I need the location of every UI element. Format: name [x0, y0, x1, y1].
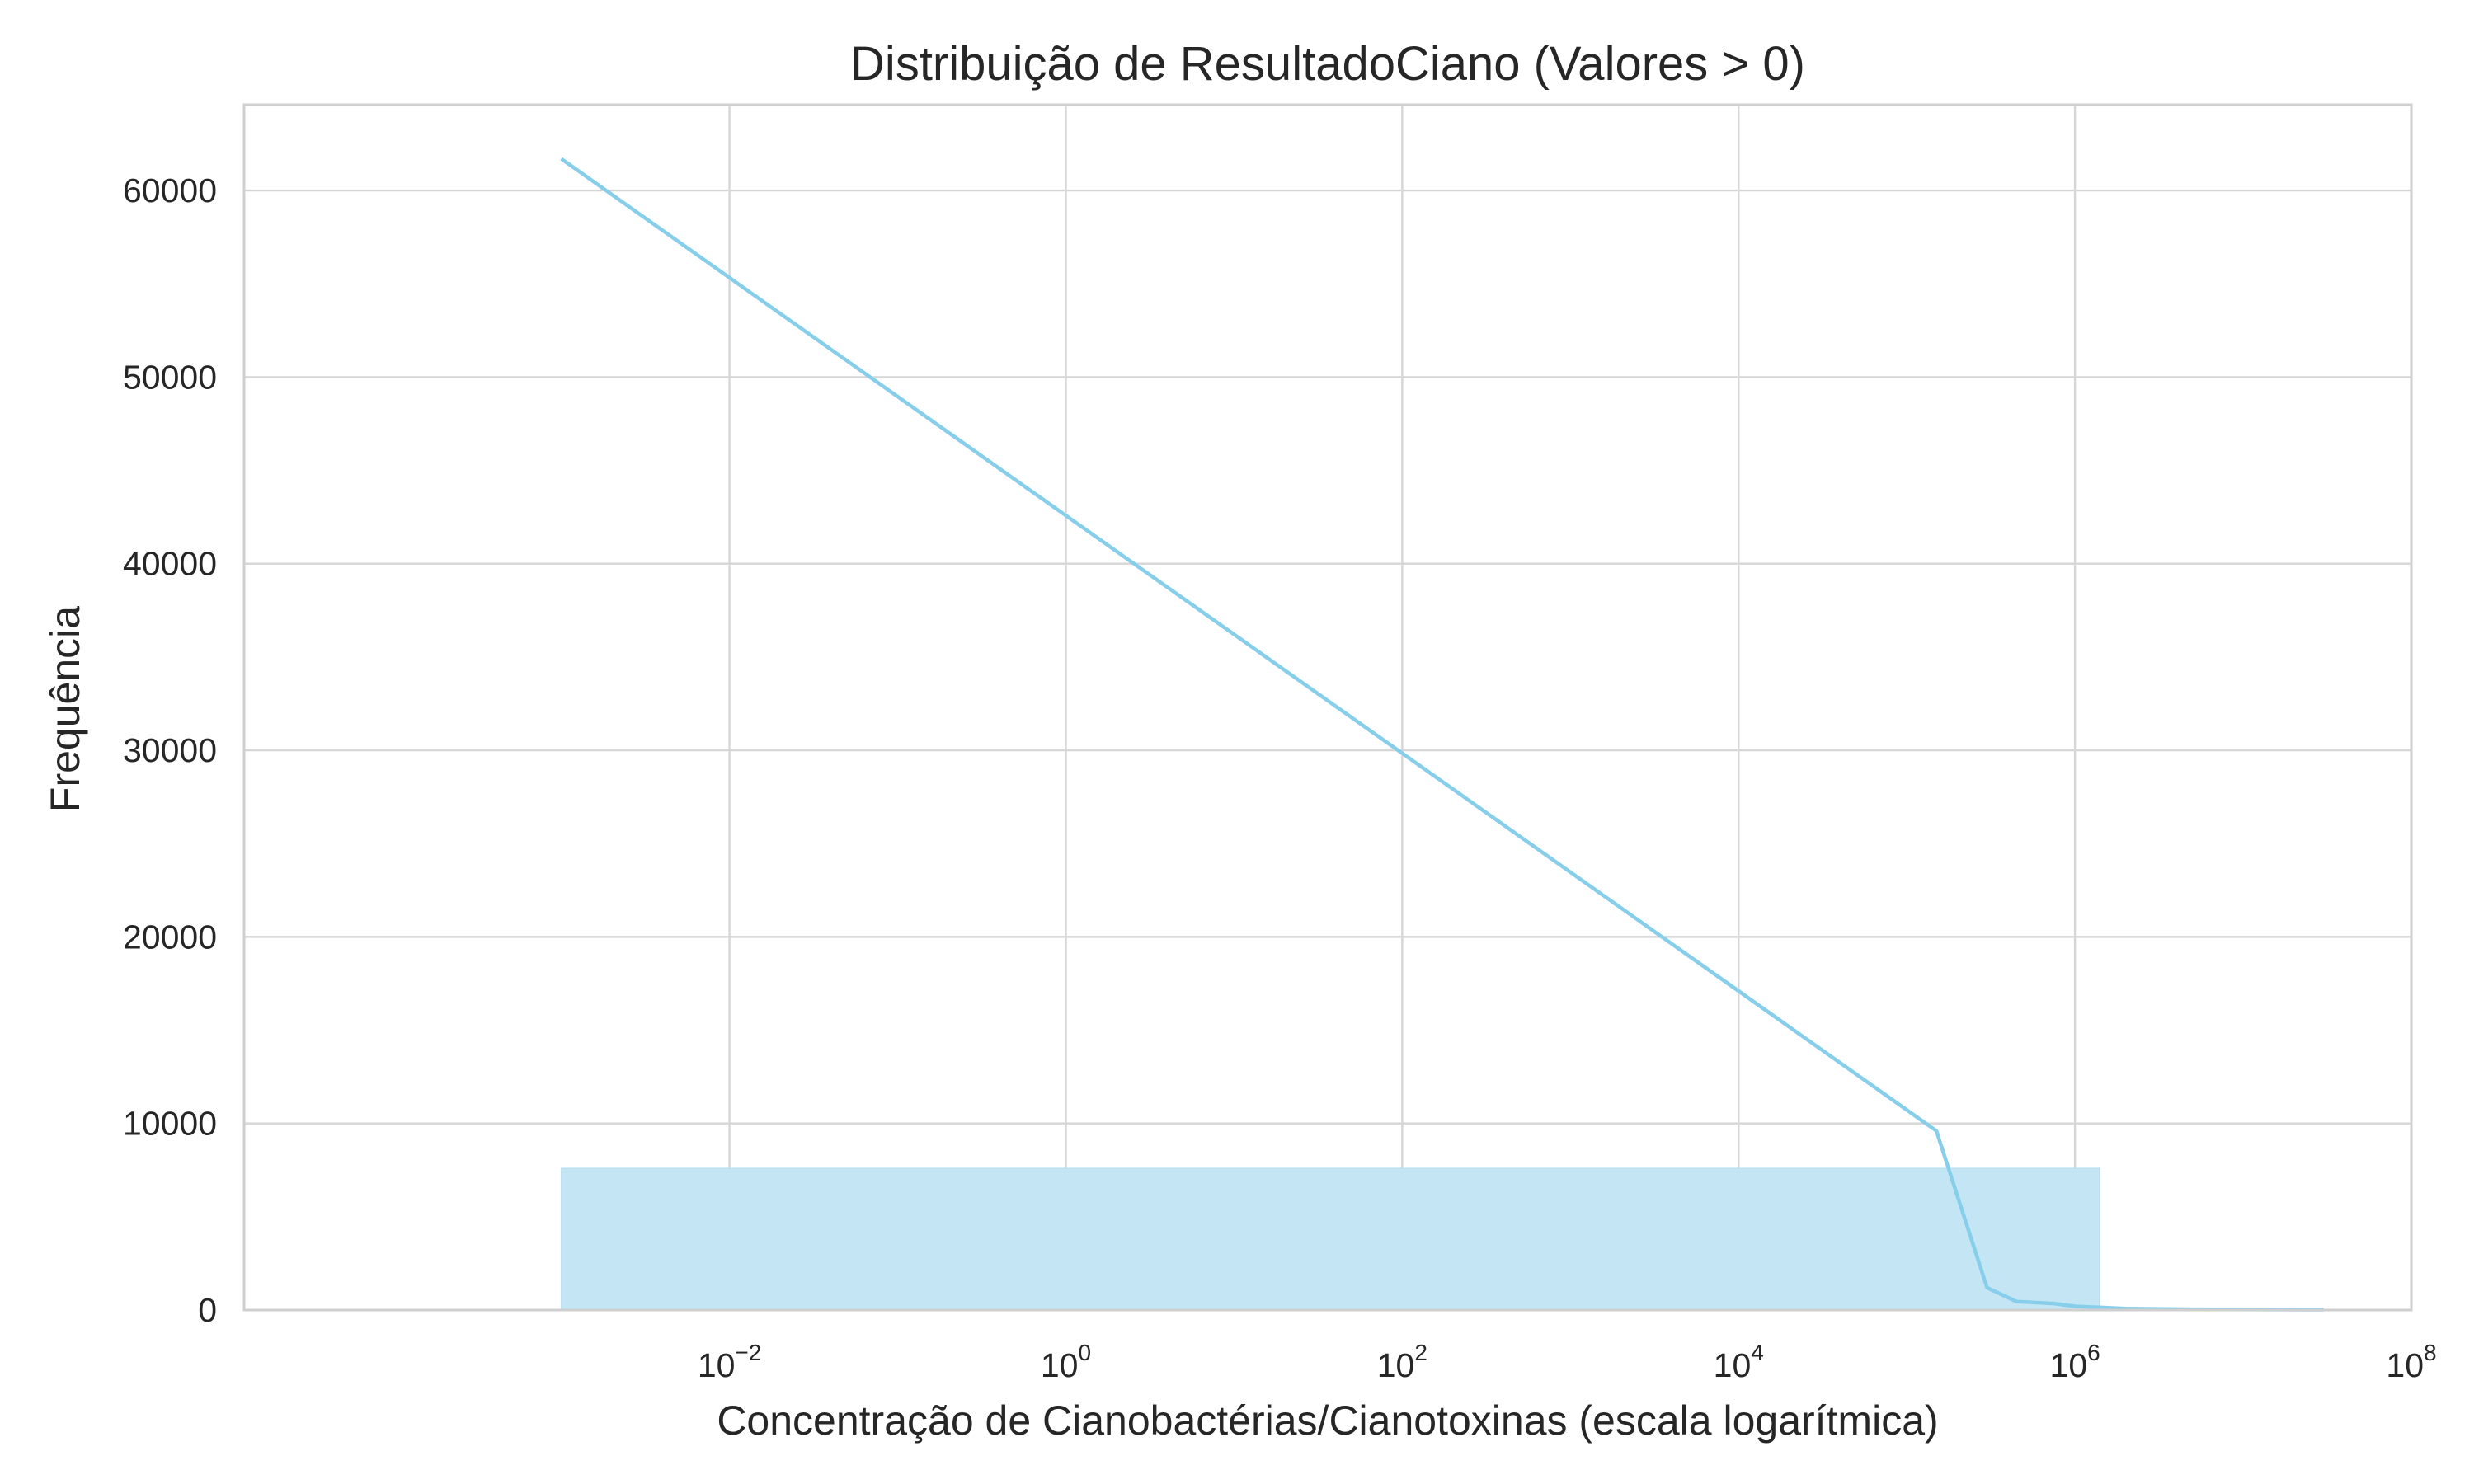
y-axis-ticks: 0 10000 20000 30000 40000 50000 60000 [123, 171, 217, 1329]
x-tick-exponent: −2 [735, 1340, 761, 1365]
x-tick-exponent: 8 [2424, 1340, 2437, 1365]
y-tick-label-5: 50000 [123, 358, 217, 396]
x-tick-label-2: 102 [1377, 1340, 1427, 1384]
y-tick-label-0: 0 [198, 1291, 217, 1329]
x-tick-base: 10 [1377, 1346, 1415, 1384]
plot-frame [242, 103, 2413, 1312]
x-tick-exponent: 4 [1751, 1340, 1764, 1365]
y-tick-label-3: 30000 [123, 731, 217, 769]
x-tick-label-4: 106 [2050, 1340, 2100, 1384]
x-tick-label-1: 100 [1041, 1340, 1091, 1384]
x-axis-ticks: 10−2 100 102 104 106 108 [698, 1340, 2437, 1384]
histogram-bar-0 [561, 1167, 2100, 1311]
x-tick-label-3: 104 [1714, 1340, 1764, 1384]
x-tick-base: 10 [1041, 1346, 1079, 1384]
kde-line [560, 157, 2324, 1312]
y-tick-label-1: 10000 [123, 1105, 217, 1143]
x-tick-label-5: 108 [2386, 1340, 2436, 1384]
y-tick-label-4: 40000 [123, 545, 217, 583]
x-tick-exponent: 0 [1078, 1340, 1091, 1365]
x-tick-exponent: 2 [1414, 1340, 1427, 1365]
histogram-bars [561, 1167, 2324, 1311]
x-tick-label-0: 10−2 [698, 1340, 762, 1384]
y-axis-label: Frequência [42, 606, 88, 812]
y-tick-label-6: 60000 [123, 171, 217, 209]
y-tick-label-2: 20000 [123, 918, 217, 956]
x-tick-exponent: 6 [2087, 1340, 2100, 1365]
x-tick-base: 10 [2386, 1346, 2424, 1384]
x-tick-base: 10 [698, 1346, 736, 1384]
x-tick-base: 10 [2050, 1346, 2088, 1384]
grid [244, 105, 2411, 1310]
x-axis-label: Concentração de Cianobactérias/Cianotoxi… [717, 1397, 1938, 1444]
kde-line-layer [560, 157, 2324, 1312]
chart-title: Distribuição de ResultadoCiano (Valores … [850, 37, 1805, 91]
x-tick-base: 10 [1714, 1346, 1752, 1384]
